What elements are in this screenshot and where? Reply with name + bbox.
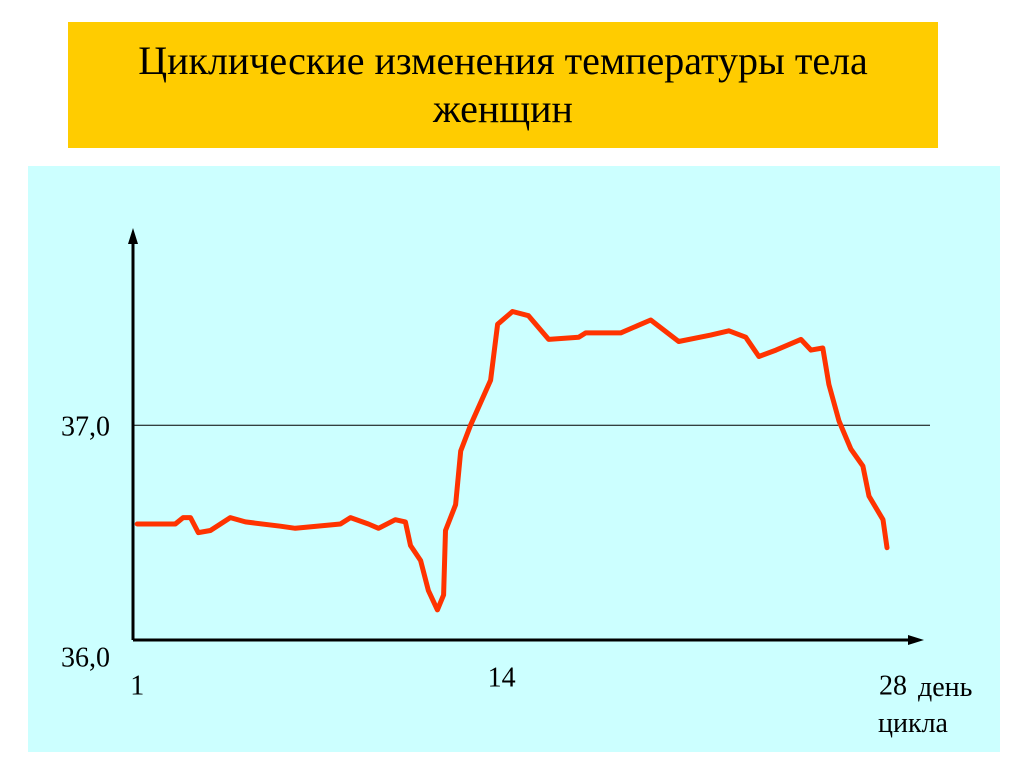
y-tick-label: 36,0 bbox=[61, 642, 110, 673]
x-tick-label: 14 bbox=[488, 662, 516, 693]
y-axis-arrow bbox=[128, 228, 138, 244]
x-tick-label: 28 bbox=[879, 670, 907, 701]
x-tick-label: 1 bbox=[130, 670, 144, 701]
chart-panel bbox=[28, 166, 1000, 752]
x-axis-label: день цикла bbox=[878, 672, 973, 739]
y-tick-label: 37,0 bbox=[61, 412, 110, 443]
chart-title: Циклические изменения температуры тела ж… bbox=[68, 22, 938, 148]
data-line bbox=[134, 309, 890, 613]
x-axis-arrow bbox=[908, 635, 924, 645]
